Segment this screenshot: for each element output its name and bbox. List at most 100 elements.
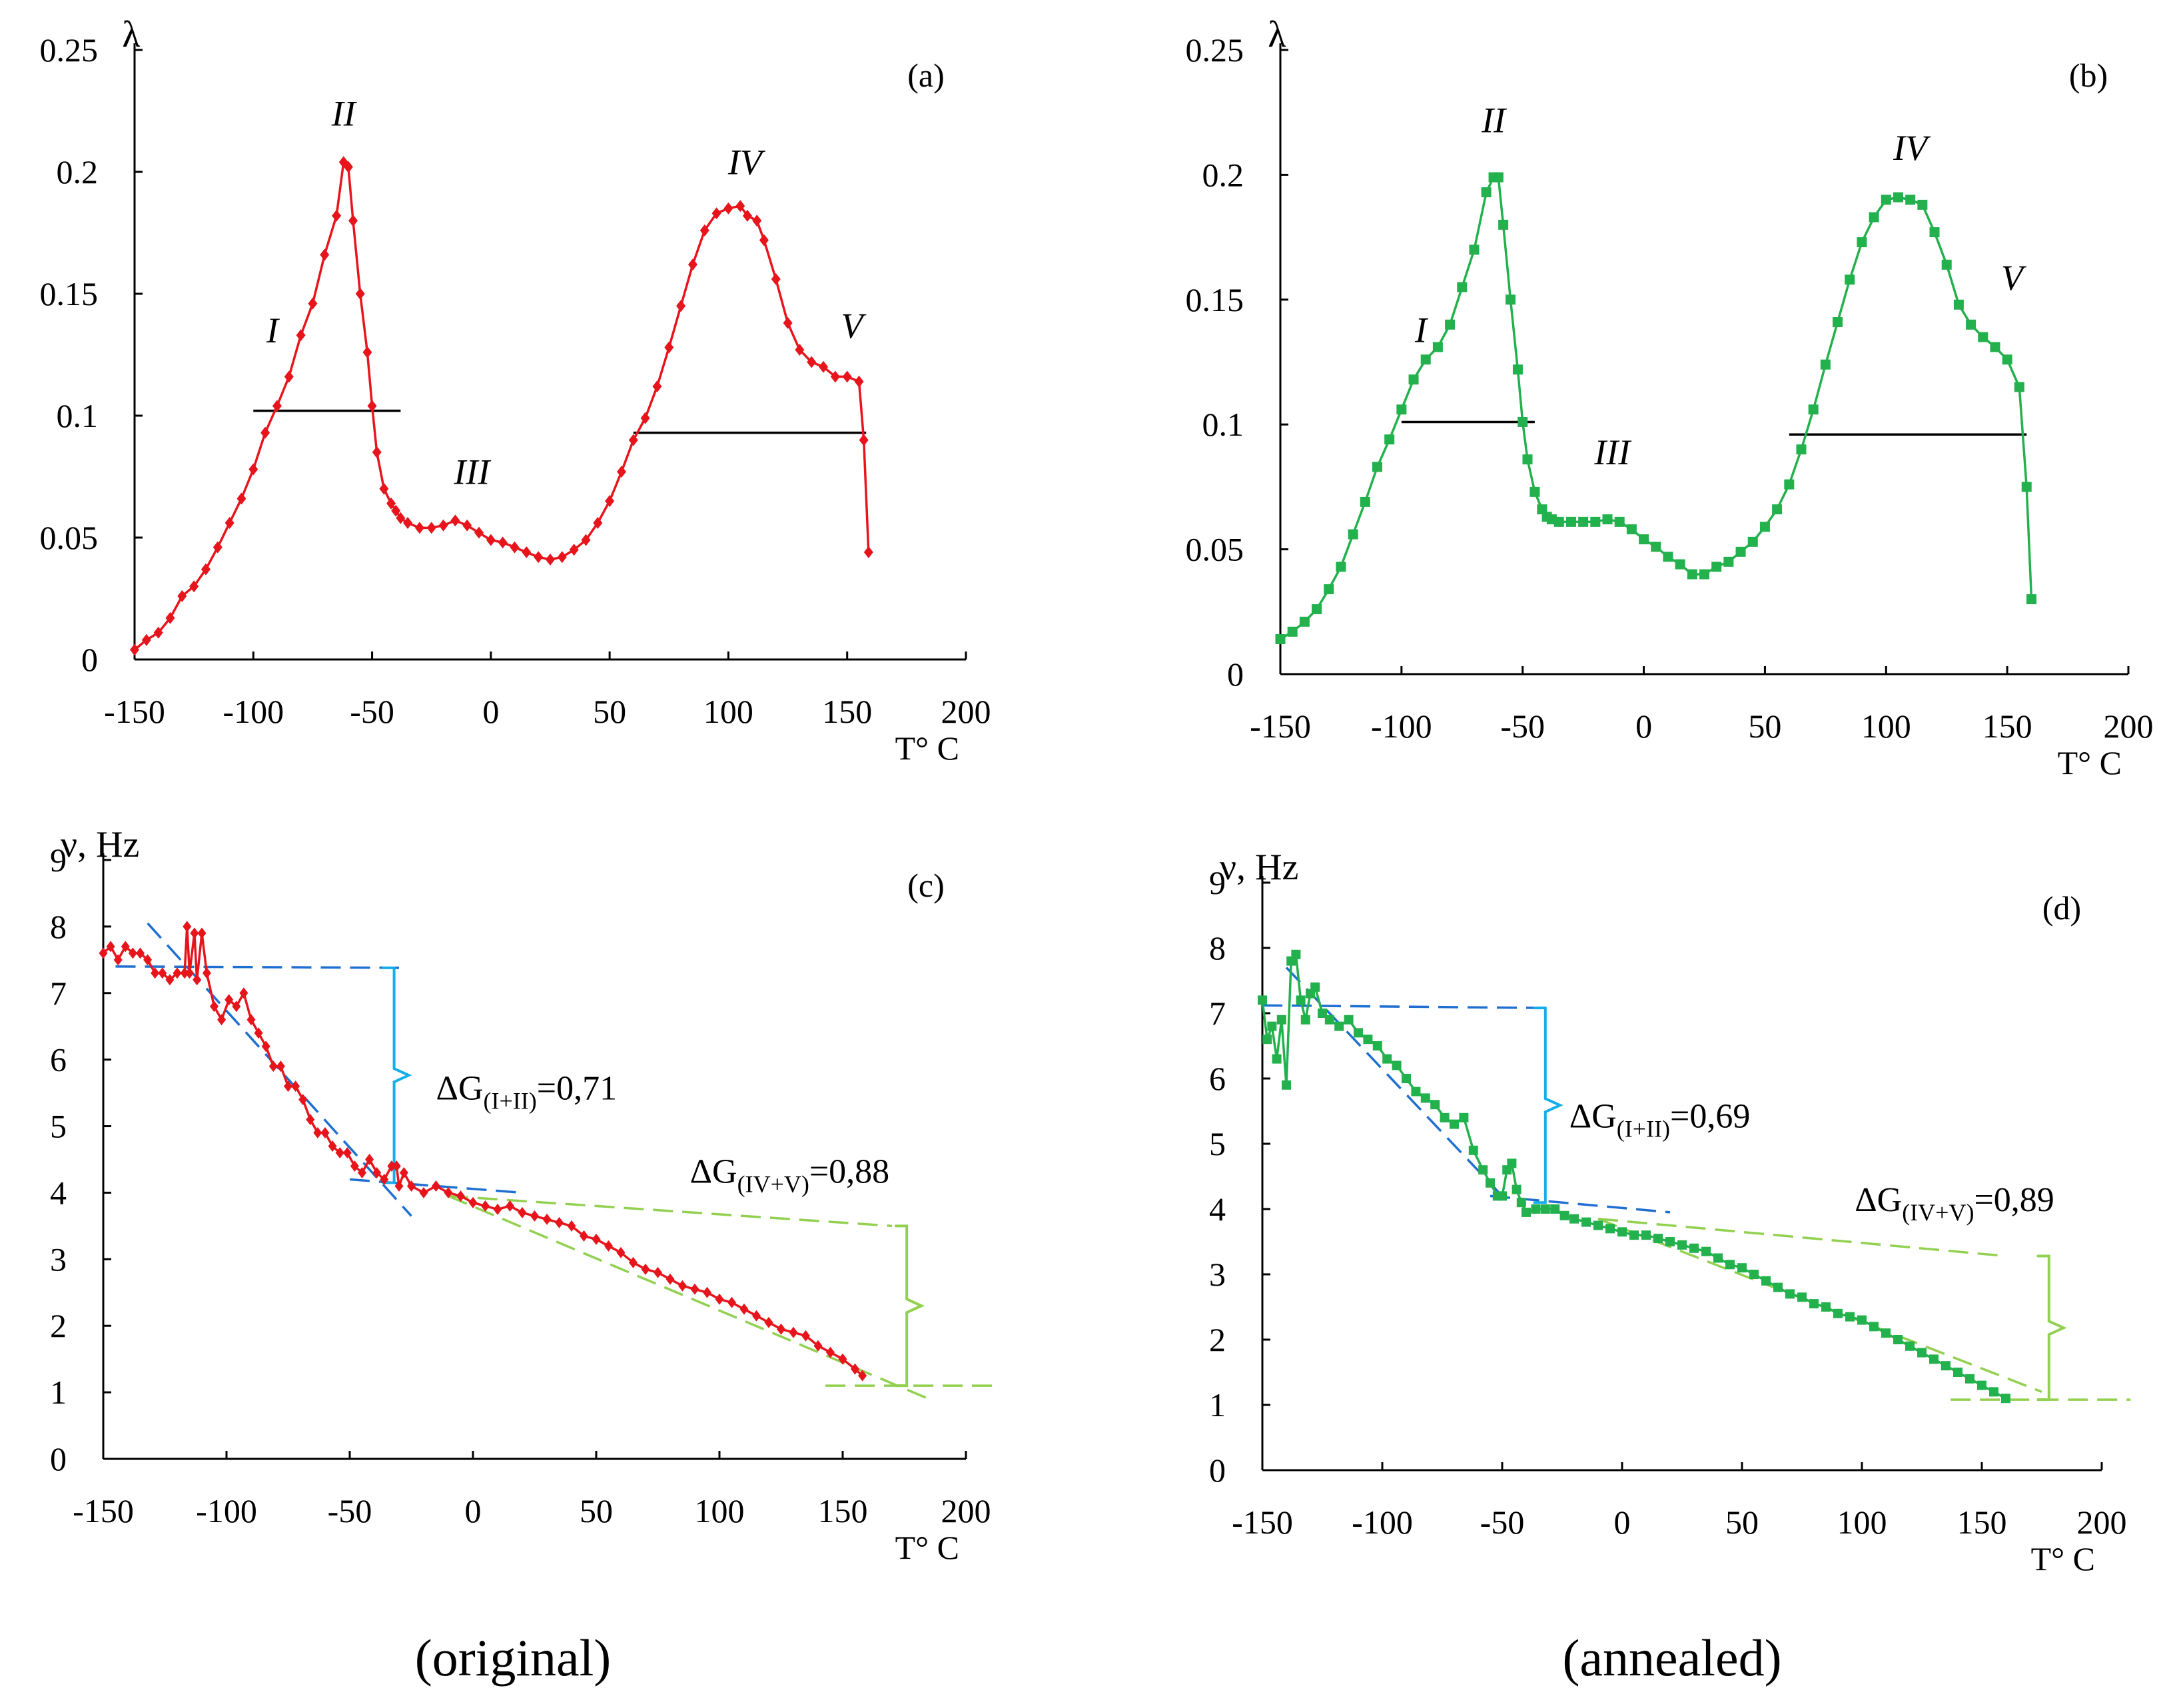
x-tick-label: 50 — [580, 1492, 613, 1529]
x-tick-label: 0 — [1635, 707, 1652, 745]
data-point — [616, 466, 626, 478]
data-point — [1869, 212, 1879, 222]
data-point — [332, 209, 342, 222]
data-point — [210, 1001, 218, 1013]
x-tick-label: 100 — [703, 693, 753, 730]
data-point — [742, 209, 752, 222]
data-point — [567, 1220, 576, 1232]
data-point — [593, 517, 603, 530]
data-point — [1701, 1246, 1711, 1256]
x-tick-label: -150 — [104, 693, 165, 730]
y-tick-label: 8 — [50, 908, 67, 945]
y-tick-label: 6 — [1209, 1060, 1226, 1097]
data-point — [783, 316, 793, 329]
data-point — [306, 1114, 315, 1126]
fit-dashed-line — [1597, 1217, 2006, 1258]
data-point — [394, 1180, 404, 1192]
data-point — [518, 1206, 527, 1218]
data-point — [2026, 594, 2037, 605]
data-point — [1761, 1276, 1771, 1286]
data-point — [1881, 195, 1891, 205]
data-point — [752, 1310, 761, 1322]
x-tick-label: -150 — [73, 1492, 134, 1529]
data-point — [530, 1210, 539, 1222]
data-point — [1310, 982, 1320, 992]
x-tick-label: 150 — [818, 1492, 868, 1529]
data-point — [1941, 259, 1952, 270]
y-tick-label: 5 — [50, 1108, 67, 1145]
data-point — [1445, 319, 1456, 330]
data-point — [665, 1273, 675, 1285]
fit-dashed-line — [1285, 967, 1504, 1197]
data-point — [2002, 354, 2012, 365]
x-tick-label: 0 — [482, 693, 499, 730]
data-point — [581, 534, 591, 546]
x-tick-label: -50 — [1500, 707, 1545, 745]
data-point — [367, 400, 377, 412]
data-point — [246, 1014, 256, 1026]
data-point — [1869, 1322, 1879, 1332]
y-tick-label: 0 — [50, 1440, 67, 1478]
data-point — [838, 1353, 847, 1365]
panel-b-chart: -150 -100 -50 0 50 100 150 200 0 0.05 0.1 0.15 0.2 0.… — [1186, 14, 2154, 781]
data-point — [261, 1041, 270, 1053]
panel-label: (a) — [907, 57, 945, 94]
data-point — [1267, 1021, 1277, 1031]
data-point — [396, 512, 406, 524]
data-point — [1893, 192, 1903, 203]
data-point — [664, 341, 674, 354]
y-axis-label: ν, Hz — [1220, 847, 1299, 888]
data-point — [1420, 1093, 1430, 1103]
data-point — [1272, 1054, 1282, 1064]
y-tick-label: 0.05 — [40, 519, 99, 556]
data-point — [414, 522, 424, 534]
data-point — [343, 161, 353, 173]
data-point — [727, 1296, 736, 1308]
data-point — [1785, 1289, 1795, 1299]
data-point — [1522, 1207, 1531, 1217]
data-point — [113, 954, 123, 966]
data-point — [1459, 1112, 1469, 1122]
data-point — [320, 1127, 330, 1139]
data-point — [224, 517, 234, 530]
peak-annotation: V — [841, 306, 867, 346]
data-point — [202, 967, 211, 979]
y-tick-label: 0.1 — [1202, 406, 1244, 443]
x-tick-label: 200 — [2104, 707, 2154, 745]
panel-a-chart: -150 -100 -50 0 50 100 150 200 0 0.05 0.1 0.15 0.2 0.… — [40, 14, 991, 767]
data-point — [456, 1190, 465, 1202]
data-point — [641, 1263, 650, 1275]
data-point — [121, 941, 130, 953]
data-point — [391, 504, 401, 517]
data-point — [819, 360, 829, 373]
data-point — [1553, 516, 1564, 527]
data-point — [1651, 542, 1661, 552]
x-tick-label: 150 — [1957, 1503, 2007, 1541]
data-point — [1809, 1299, 1819, 1309]
data-point — [1512, 364, 1523, 375]
data-point — [2014, 382, 2024, 392]
data-point — [652, 380, 662, 393]
data-point — [789, 1326, 798, 1338]
peak-annotation: IV — [727, 143, 766, 183]
data-point — [1507, 1158, 1517, 1168]
data-point — [193, 974, 202, 986]
data-point — [1287, 626, 1298, 637]
y-tick-label: 8 — [1209, 929, 1226, 967]
data-point — [1845, 274, 1855, 285]
fit-dashed-line — [115, 965, 400, 969]
data-point — [735, 200, 745, 213]
delta-g-label: ΔG(IV+V)=0,88 — [690, 1152, 890, 1197]
x-tick-label: 50 — [593, 693, 626, 730]
y-tick-label: 9 — [50, 841, 67, 879]
data-point — [1336, 562, 1346, 572]
x-axis-label: T° C — [895, 1529, 959, 1566]
data-point — [1689, 1243, 1699, 1253]
y-tick-label: 3 — [1209, 1256, 1226, 1293]
data-point — [1905, 195, 1916, 205]
data-point — [1478, 1165, 1488, 1175]
y-tick-label: 0.2 — [57, 153, 99, 191]
data-point — [165, 974, 175, 986]
x-tick-label: 200 — [941, 1492, 991, 1529]
y-tick-label: 1 — [1209, 1386, 1226, 1424]
